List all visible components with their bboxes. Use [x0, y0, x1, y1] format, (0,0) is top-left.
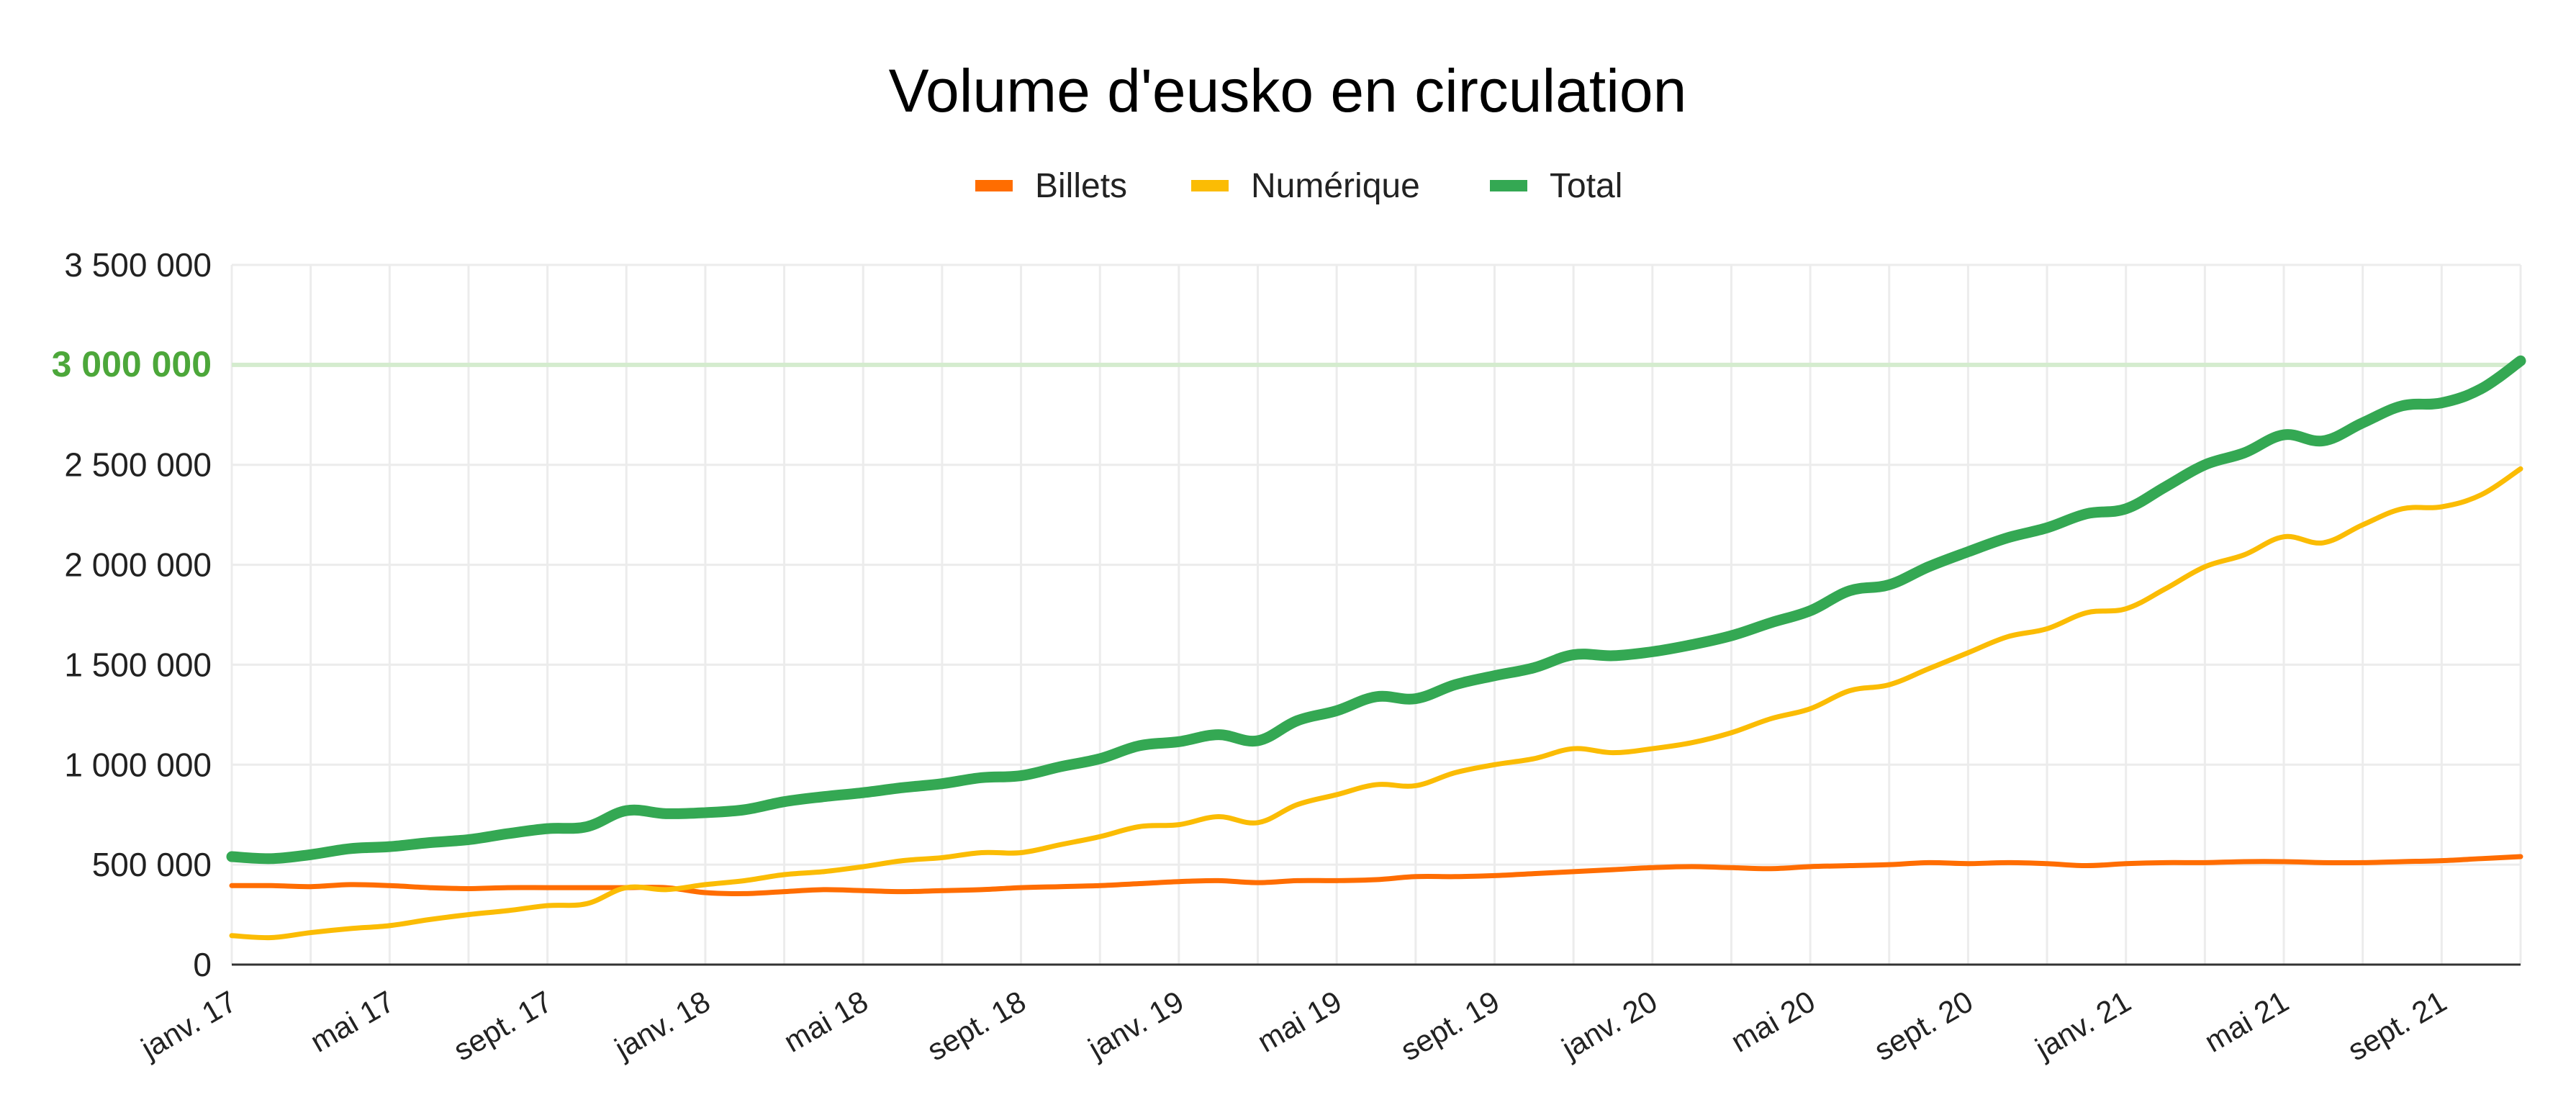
series-line-numerique: [229, 466, 2523, 941]
x-tick-label: janv. 17: [135, 984, 243, 1066]
horizontal-grid: [232, 263, 2521, 966]
legend-swatch-billets: [975, 180, 1013, 191]
x-tick-label: sept. 19: [1395, 984, 1505, 1067]
x-tick-label: mai 21: [2199, 984, 2295, 1059]
legend-swatch-total: [1490, 180, 1527, 191]
y-tick-label-highlight: 3 000 000: [52, 344, 212, 384]
x-tick-label: mai 19: [1252, 984, 1347, 1059]
x-tick-label: sept. 17: [448, 984, 558, 1067]
x-axis-ticks: janv. 17 mai 17 sept. 17 janv. 18 mai 18 sept…: [135, 984, 2452, 1067]
vertical-grid: [230, 265, 2522, 965]
x-tick-label: janv. 21: [2028, 984, 2136, 1066]
x-tick-label: mai 18: [778, 984, 874, 1059]
x-tick-label: sept. 21: [2342, 984, 2452, 1067]
legend-label-billets: Billets: [1035, 167, 1127, 205]
x-tick-label: janv. 19: [1081, 984, 1189, 1066]
series-line-total: [226, 355, 2526, 865]
legend-label-numerique: Numérique: [1251, 167, 1420, 205]
x-tick-label: janv. 20: [1555, 984, 1663, 1066]
y-tick-label: 2 000 000: [64, 546, 212, 584]
y-tick-label: 500 000: [92, 846, 212, 883]
y-tick-label: 3 500 000: [64, 246, 212, 284]
legend: Billets Numérique Total: [975, 167, 1622, 205]
chart-title: Volume d'eusko en circulation: [889, 57, 1687, 125]
y-axis-ticks: 0 500 000 1 000 000 1 500 000 2 000 000 2 500…: [52, 246, 212, 983]
legend-label-total: Total: [1550, 167, 1622, 205]
y-tick-label: 1 500 000: [64, 646, 212, 683]
x-tick-label: janv. 18: [607, 984, 715, 1066]
legend-swatch-numerique: [1191, 180, 1229, 191]
y-tick-label: 0: [193, 946, 212, 983]
series-line-billets: [229, 854, 2523, 897]
x-tick-label: sept. 20: [1868, 984, 1979, 1067]
x-tick-label: mai 17: [304, 984, 400, 1059]
series-lines: [226, 355, 2526, 941]
y-tick-label: 2 500 000: [64, 446, 212, 484]
x-tick-label: sept. 18: [921, 984, 1031, 1067]
x-tick-label: mai 20: [1725, 984, 1821, 1059]
y-tick-label: 1 000 000: [64, 746, 212, 783]
